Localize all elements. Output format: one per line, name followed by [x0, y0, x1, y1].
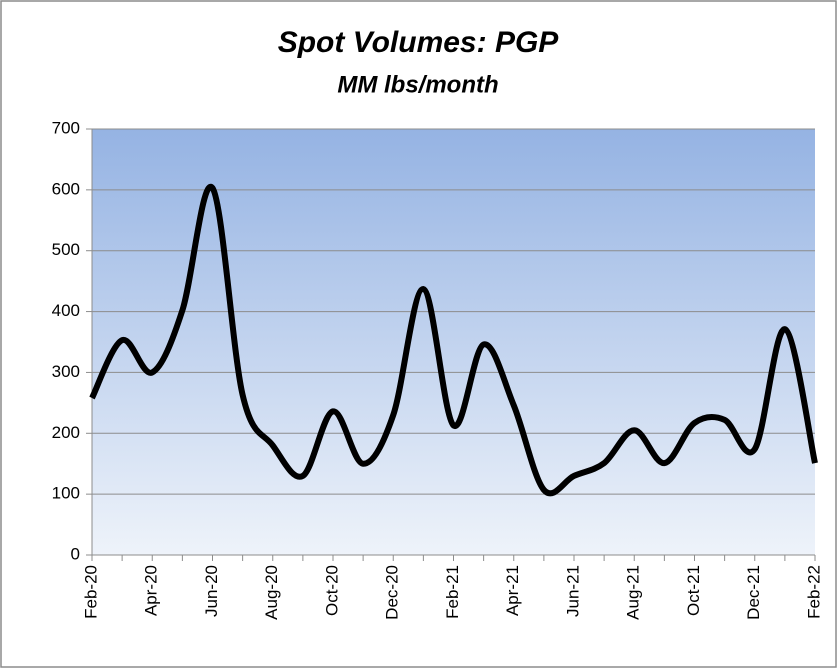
chart-subtitle: MM lbs/month	[337, 71, 498, 98]
x-tick-label: Oct-21	[684, 565, 703, 616]
x-tick-label: Apr-21	[503, 565, 522, 616]
y-tick-label: 700	[52, 118, 80, 137]
y-tick-label: 300	[52, 362, 80, 381]
x-tick-label: Aug-20	[262, 565, 281, 620]
y-tick-label: 0	[71, 544, 80, 563]
line-series	[89, 183, 818, 497]
y-tick-label: 600	[52, 179, 80, 198]
x-tick-label: Jun-20	[202, 565, 221, 617]
y-tick-label: 500	[52, 240, 80, 259]
plot-area	[92, 129, 815, 555]
x-tick-label: Oct-20	[322, 565, 341, 616]
x-tick-label: Feb-22	[804, 565, 823, 619]
x-tick-label: Aug-21	[624, 565, 643, 620]
x-tick-label: Dec-20	[383, 565, 402, 620]
x-tick-label: Dec-21	[744, 565, 763, 620]
x-tick-label: Feb-20	[81, 565, 100, 619]
x-tick-label: Jun-21	[563, 565, 582, 617]
x-tick-label: Apr-20	[142, 565, 161, 616]
y-tick-label: 400	[52, 301, 80, 320]
x-tick-label: Feb-21	[443, 565, 462, 619]
y-tick-label: 100	[52, 484, 80, 503]
y-tick-label: 200	[52, 423, 80, 442]
chart-title: Spot Volumes: PGP	[278, 26, 560, 59]
